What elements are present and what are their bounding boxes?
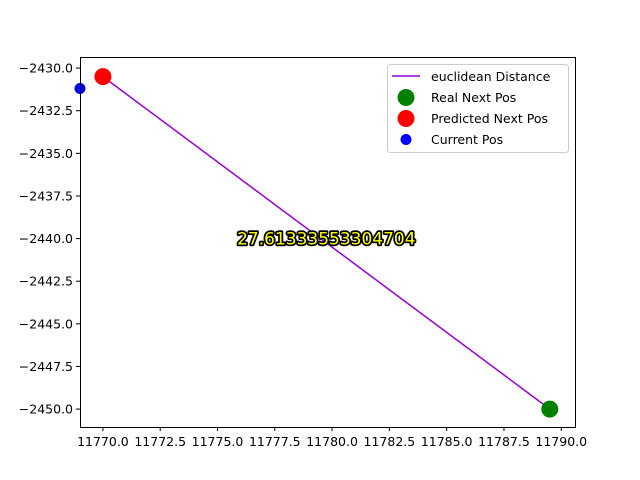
x-tick-label: 11770.0 xyxy=(77,434,129,449)
y-tick-label: −2442.5 xyxy=(19,274,73,289)
predicted-next-pos-point xyxy=(94,68,112,86)
x-tick-label: 11772.5 xyxy=(134,434,186,449)
plot-frame xyxy=(80,57,576,428)
distance-annotation: 27.61333553304704 xyxy=(237,230,415,250)
legend-marker-predicted xyxy=(397,110,415,127)
legend: euclidean Distance Real Next Pos Predict… xyxy=(387,64,569,153)
x-tick-label: 11782.5 xyxy=(364,434,416,449)
annotations: 27.61333553304704 xyxy=(235,228,417,252)
y-tick-label: −2445.0 xyxy=(19,316,73,331)
x-tick-label: 11780.0 xyxy=(306,434,358,449)
x-tick-label: 11790.0 xyxy=(535,434,587,449)
y-tick-label: −2447.5 xyxy=(19,359,73,374)
x-tick-label: 11785.0 xyxy=(421,434,473,449)
x-tick-label: 11775.0 xyxy=(192,434,244,449)
legend-marker-real xyxy=(397,89,415,106)
y-tick-label: −2450.0 xyxy=(19,402,73,417)
legend-marker-current xyxy=(400,134,412,145)
x-tick-label: 11787.5 xyxy=(478,434,530,449)
y-tick-label: −2435.0 xyxy=(19,146,73,161)
y-tick-label: −2437.5 xyxy=(19,188,73,203)
y-tick-label: −2430.0 xyxy=(19,61,73,76)
y-axis: −2430.0 −2432.5 −2435.0 −2437.5 −2440.0 −2442… xyxy=(19,61,80,417)
x-axis: 11770.0 11772.5 11775.0 11777.5 11780.0 11782… xyxy=(77,427,587,449)
y-tick-label: −2432.5 xyxy=(19,103,73,118)
distance-line xyxy=(102,76,551,410)
plot-area xyxy=(74,68,559,418)
legend-box xyxy=(387,64,569,153)
y-tick-label: −2440.0 xyxy=(19,231,73,246)
legend-label-predicted: Predicted Next Pos xyxy=(431,111,548,126)
legend-label-current: Current Pos xyxy=(431,132,503,147)
legend-label-real: Real Next Pos xyxy=(431,90,516,105)
real-next-pos-point xyxy=(541,400,559,418)
legend-label-distance: euclidean Distance xyxy=(431,69,551,84)
x-tick-label: 11777.5 xyxy=(249,434,301,449)
